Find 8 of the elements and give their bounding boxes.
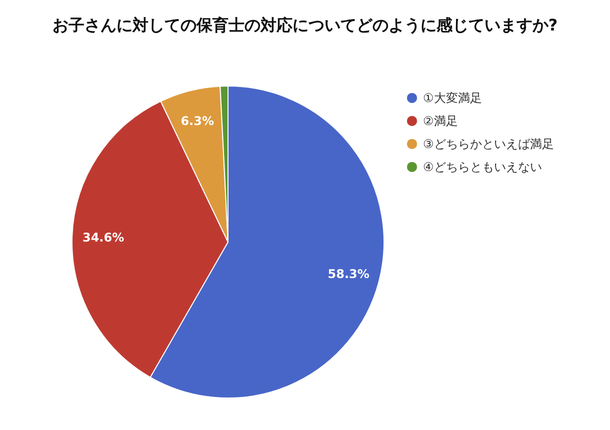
data-label: 6.3%	[180, 114, 214, 128]
legend-label: ①大変満足	[423, 91, 482, 105]
data-label: 58.3%	[328, 267, 370, 282]
legend-label: ④どちらともいえない	[423, 160, 542, 174]
data-label: 34.6%	[82, 230, 124, 244]
chart-title: お子さんに対しての保育士の対応についてどのように感じていますか?	[52, 16, 558, 34]
legend-label: ②満足	[423, 114, 458, 128]
legend-label: ③どちらかといえば満足	[423, 137, 554, 151]
